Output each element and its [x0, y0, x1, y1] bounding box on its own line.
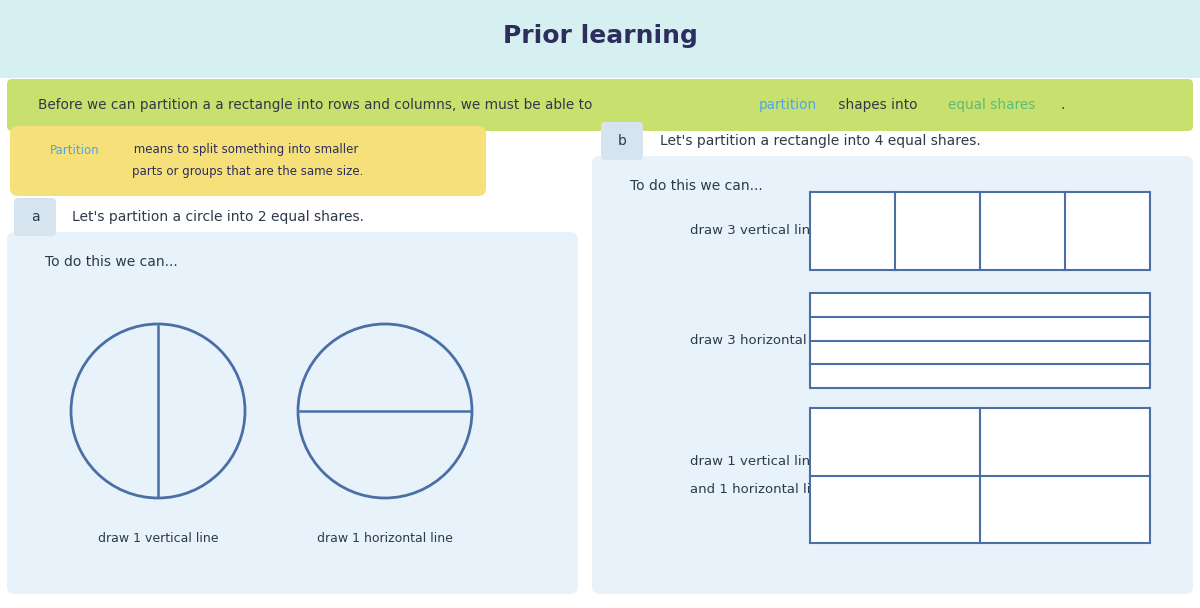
Text: and 1 horizontal line: and 1 horizontal line — [690, 483, 827, 496]
Text: Prior learning: Prior learning — [503, 24, 697, 48]
FancyBboxPatch shape — [14, 198, 56, 236]
Text: Let's partition a rectangle into 4 equal shares.: Let's partition a rectangle into 4 equal… — [660, 134, 980, 148]
Bar — [810, 293, 1150, 388]
FancyBboxPatch shape — [10, 126, 486, 196]
Text: To do this we can...: To do this we can... — [46, 255, 178, 269]
FancyBboxPatch shape — [592, 156, 1193, 594]
FancyBboxPatch shape — [7, 232, 578, 594]
FancyBboxPatch shape — [0, 0, 1200, 78]
Text: Partition: Partition — [50, 143, 100, 156]
Text: To do this we can...: To do this we can... — [630, 179, 763, 193]
Text: equal shares: equal shares — [948, 98, 1034, 112]
Text: parts or groups that are the same size.: parts or groups that are the same size. — [132, 165, 364, 179]
Text: draw 3 vertical lines: draw 3 vertical lines — [690, 224, 826, 238]
Text: partition: partition — [758, 98, 817, 112]
Text: Before we can partition a a rectangle into rows and columns, we must be able to: Before we can partition a a rectangle in… — [38, 98, 596, 112]
FancyBboxPatch shape — [7, 79, 1193, 131]
Bar — [810, 408, 1150, 543]
Text: draw 1 vertical line: draw 1 vertical line — [690, 455, 818, 468]
FancyBboxPatch shape — [601, 122, 643, 160]
Text: b: b — [618, 134, 626, 148]
Text: draw 3 horizontal lines: draw 3 horizontal lines — [690, 334, 842, 347]
Text: a: a — [31, 210, 40, 224]
Text: .: . — [1061, 98, 1064, 112]
Text: Let's partition a circle into 2 equal shares.: Let's partition a circle into 2 equal sh… — [72, 210, 364, 224]
Text: draw 1 vertical line: draw 1 vertical line — [97, 531, 218, 545]
Text: draw 1 horizontal line: draw 1 horizontal line — [317, 531, 452, 545]
Text: means to split something into smaller: means to split something into smaller — [130, 143, 359, 156]
Bar — [810, 192, 1150, 270]
Text: shapes into: shapes into — [834, 98, 922, 112]
